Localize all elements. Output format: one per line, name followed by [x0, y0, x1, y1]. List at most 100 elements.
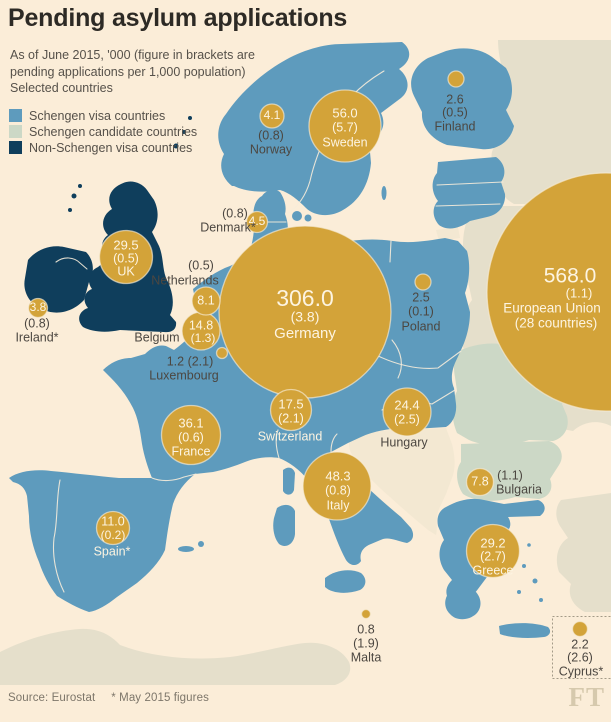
region-balearics [178, 546, 194, 552]
bubble-spain [95, 510, 131, 546]
bubble-netherlands [191, 286, 221, 316]
label-germany: 306.0 [276, 285, 334, 311]
label-switzerland: 17.5 [278, 396, 303, 411]
region-aegean-island [527, 543, 531, 547]
label-uk: (0.5) [113, 251, 139, 265]
region-aegean-island [522, 564, 526, 568]
region-shetland [173, 143, 179, 149]
region-peloponnese [445, 588, 481, 620]
label-spain: Spain* [94, 544, 131, 558]
label-switzerland: (2.1) [278, 411, 304, 425]
label-italy: 48.3 [325, 468, 350, 483]
label-denmark: 4.5 [249, 214, 266, 228]
label-germany: (3.8) [291, 309, 320, 325]
label-finland: 2.6 [446, 92, 463, 106]
label-uk: UK [117, 264, 135, 278]
page-title: Pending asylum applications [8, 4, 348, 32]
label-poland: 2.5 [412, 290, 429, 304]
bubble-poland [414, 273, 432, 291]
label-uk: 29.5 [113, 237, 138, 252]
label-eu: (28 countries) [515, 316, 598, 331]
label-switzerland: Switzerland [258, 429, 323, 443]
label-luxembourg: 1.2 (2.1) [167, 354, 214, 368]
legend-label-schengen: Schengen visa countries [29, 108, 166, 123]
label-germany: Germany [274, 325, 336, 342]
label-france: (0.6) [178, 430, 204, 444]
legend-label-non-schengen: Non-Schengen visa countries [29, 140, 193, 155]
label-hungary: (2.5) [394, 412, 420, 426]
label-poland: Poland [402, 319, 441, 333]
border-germany-poland [389, 240, 392, 263]
label-malta: (1.9) [353, 636, 379, 650]
label-greece: 29.2 [480, 535, 505, 550]
border-estonia-latvia [436, 181, 504, 186]
region-kaliningrad [436, 227, 460, 241]
label-netherlands: Netherlands [151, 273, 218, 287]
label-netherlands: (0.5) [188, 258, 214, 272]
border-czech-slovakia [391, 339, 402, 379]
bubble-malta [360, 608, 372, 620]
region-funen [304, 214, 312, 222]
bubble-france [160, 404, 222, 466]
label-france: 36.1 [178, 415, 203, 430]
ft-logo: FT [568, 682, 605, 712]
label-bulgaria: Bulgaria [496, 482, 542, 496]
label-hungary: Hungary [380, 435, 428, 449]
label-eu: European Union [503, 301, 601, 316]
label-denmark: (0.8) [222, 206, 248, 220]
region-turkey [556, 493, 611, 612]
legend-swatch-candidate [9, 125, 22, 138]
label-belgium: (1.3) [191, 331, 216, 345]
region-hebrides [78, 184, 82, 188]
cyprus-inset-box [552, 616, 611, 679]
region-balearic-island [198, 541, 204, 547]
bubble-italy [302, 451, 372, 521]
bubble-bulgaria [465, 467, 495, 497]
subtitle-line-1: As of June 2015, '000 (figure in bracket… [10, 48, 255, 62]
border-france-italy [275, 429, 280, 459]
label-poland: (0.1) [408, 304, 434, 318]
region-zealand [292, 211, 302, 221]
region-western-balkans [349, 428, 455, 535]
region-shetland [182, 130, 186, 134]
bubble-ireland [27, 297, 49, 319]
border-spain-portugal [52, 479, 65, 593]
region-finland [411, 48, 514, 150]
label-malta: Malta [351, 650, 382, 664]
label-finland: (0.5) [442, 105, 468, 119]
label-cyprus: 2.2 [571, 637, 588, 651]
region-aegean-island [517, 590, 521, 594]
label-norway: Norway [250, 142, 293, 156]
bubble-hungary [382, 387, 432, 437]
label-ireland: 3.8 [30, 300, 47, 314]
label-ireland: (0.8) [24, 316, 50, 330]
border-ireland-ni [55, 257, 88, 270]
source-line: Source: Eurostat * May 2015 figures [8, 692, 209, 704]
region-shetland [188, 116, 192, 120]
label-belgium: 14.8 [189, 318, 213, 332]
bubble-denmark [245, 210, 269, 234]
label-hungary: 24.4 [394, 397, 419, 412]
region-sardinia [273, 504, 295, 546]
region-aegean-island [539, 598, 543, 602]
chart-subtitle: As of June 2015, '000 (figure in bracket… [10, 47, 255, 97]
region-baltic-states [432, 157, 506, 229]
region-sicily [325, 570, 366, 593]
label-cyprus: (2.6) [567, 650, 593, 664]
region-gotland [381, 186, 387, 200]
legend-swatch-non-schengen [9, 141, 22, 154]
region-corsica [283, 467, 295, 495]
legend-label-candidate: Schengen candidate countries [29, 124, 198, 139]
border-italy-slovenia [330, 433, 338, 453]
bubble-labels-layer: 568.0(1.1)European Union(28 countries)30… [15, 92, 603, 678]
bubble-luxembourg [215, 346, 229, 360]
label-italy: (0.8) [325, 483, 351, 497]
region-hebrides [71, 193, 77, 199]
legend-swatch-schengen [9, 109, 22, 122]
bubble-finland [447, 70, 465, 88]
label-malta: 0.8 [357, 622, 374, 636]
map-legend: Schengen visa countries Schengen candida… [9, 109, 197, 157]
subtitle-line-2: pending applications per 1,000 populatio… [10, 64, 246, 79]
label-greece: (2.7) [480, 549, 506, 563]
